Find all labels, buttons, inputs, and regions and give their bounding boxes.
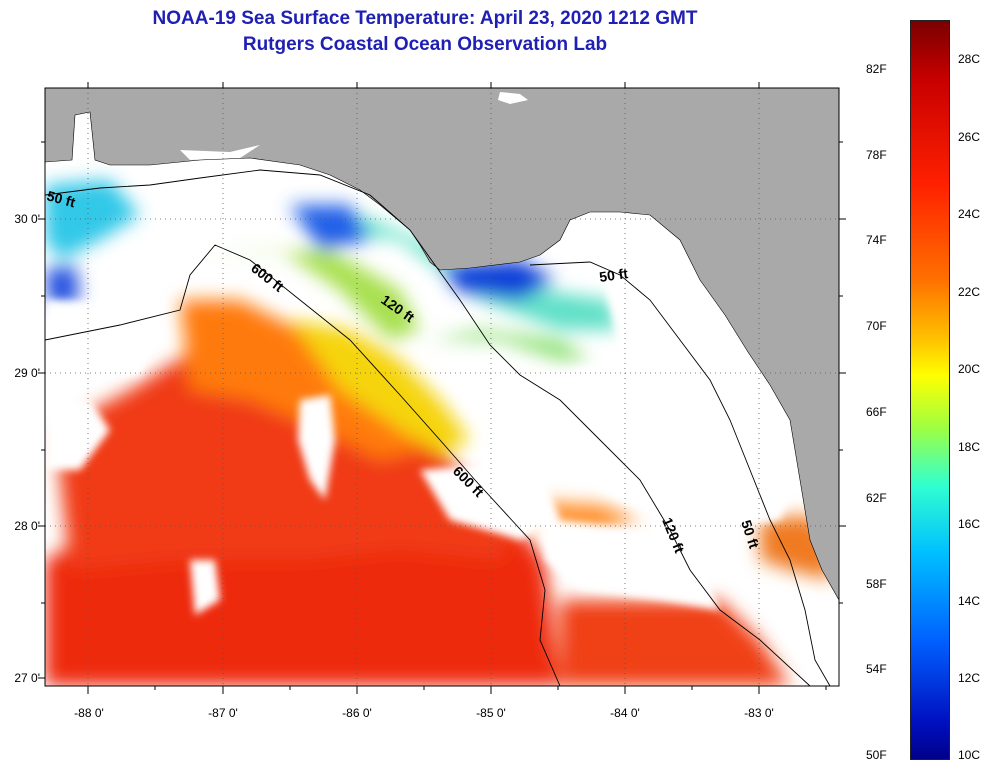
lon-label-85: -85 0' (476, 706, 506, 720)
contour-label-50ft-west: 50 ft (45, 187, 77, 210)
colorbar-label-f: 66F (866, 405, 887, 419)
colorbar-label-c: 18C (958, 440, 981, 454)
axis-ticks (38, 82, 846, 694)
lat-label-30: 30 0' (14, 212, 40, 226)
colorbar-label-f: 50F (866, 748, 887, 762)
map-subtitle: Rutgers Coastal Ocean Observation Lab (242, 34, 608, 55)
lat-label-29: 29 0' (14, 366, 40, 380)
colorbar-label-c: 22C (958, 285, 981, 299)
colorbar-label-c: 14C (958, 594, 981, 608)
contour-label-50ft-east: 50 ft (598, 265, 629, 285)
colorbar-label-f: 58F (866, 577, 887, 591)
lon-label-88: -88 0' (74, 706, 104, 720)
land-mass (45, 88, 839, 601)
lon-label-84: -84 0' (610, 706, 640, 720)
colorbar-label-c: 24C (958, 207, 981, 221)
colorbar-label-c: 26C (958, 130, 981, 144)
lon-label-86: -86 0' (342, 706, 372, 720)
colorbar-label-c: 20C (958, 362, 981, 376)
depth-contours (45, 169, 831, 686)
lat-label-28: 28 0' (14, 519, 40, 533)
colorbar-label-f: 54F (866, 662, 887, 676)
lon-label-87: -87 0' (208, 706, 238, 720)
colorbar-label-c: 10C (958, 748, 981, 762)
colorbar-label-c: 28C (958, 52, 981, 66)
colorbar-label-f: 82F (866, 62, 887, 76)
colorbar-label-c: 16C (958, 517, 981, 531)
colorbar-label-f: 74F (866, 233, 887, 247)
inland-water (498, 92, 528, 104)
temperature-colorbar (910, 20, 950, 760)
colorbar-label-c: 12C (958, 671, 981, 685)
bay-water (180, 145, 260, 160)
colorbar-label-f: 62F (866, 491, 887, 505)
lon-label-83: -83 0' (744, 706, 774, 720)
colorbar-label-f: 70F (866, 319, 887, 333)
map-title: NOAA-19 Sea Surface Temperature: April 2… (152, 8, 698, 29)
map-frame (44, 87, 840, 687)
lat-label-27: 27 0' (14, 671, 40, 685)
colorbar-label-f: 78F (866, 148, 887, 162)
